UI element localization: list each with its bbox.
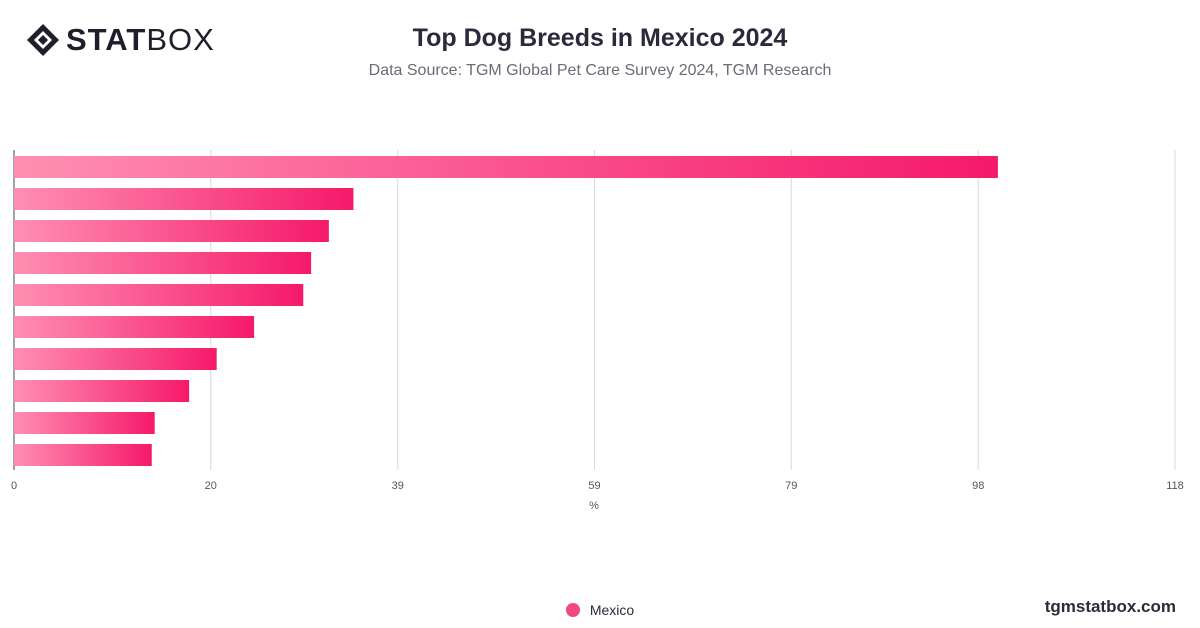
x-tick-label: 79 bbox=[785, 480, 797, 492]
logo-text: STATBOX bbox=[66, 22, 215, 58]
bar[interactable] bbox=[14, 380, 190, 402]
bar[interactable] bbox=[14, 252, 312, 274]
bars bbox=[14, 156, 998, 466]
x-tick-label: 118 bbox=[1166, 480, 1184, 492]
chart-subtitle: Data Source: TGM Global Pet Care Survey … bbox=[368, 62, 832, 79]
logo-box-text: BOX bbox=[146, 22, 215, 57]
x-tick-label: 39 bbox=[392, 480, 404, 492]
bar[interactable] bbox=[14, 316, 255, 338]
x-tick-label: 59 bbox=[588, 480, 600, 492]
bar[interactable] bbox=[14, 156, 998, 178]
bar[interactable] bbox=[14, 284, 304, 306]
bar[interactable] bbox=[14, 348, 217, 370]
logo-stat-text: STAT bbox=[66, 22, 147, 57]
x-tick-label: 20 bbox=[205, 480, 217, 492]
x-tick-label: 0 bbox=[11, 480, 17, 492]
bar[interactable] bbox=[14, 220, 329, 242]
statbox-logo: STATBOX bbox=[26, 22, 215, 58]
chart-title: Top Dog Breeds in Mexico 2024 bbox=[412, 24, 788, 52]
legend[interactable]: Mexico bbox=[0, 602, 1200, 618]
bar[interactable] bbox=[14, 412, 155, 434]
legend-dot-icon bbox=[565, 603, 580, 617]
bar[interactable] bbox=[14, 188, 354, 210]
x-tick-label: 98 bbox=[972, 480, 984, 492]
site-url: tgmstatbox.com bbox=[1044, 597, 1176, 616]
legend-label-mexico: Mexico bbox=[589, 602, 635, 618]
x-axis-ticks: 0 20 39 59 79 98 118 bbox=[11, 480, 1184, 492]
x-axis-label: % bbox=[589, 500, 599, 512]
bar[interactable] bbox=[14, 444, 152, 466]
statbox-diamond-icon bbox=[27, 24, 59, 56]
